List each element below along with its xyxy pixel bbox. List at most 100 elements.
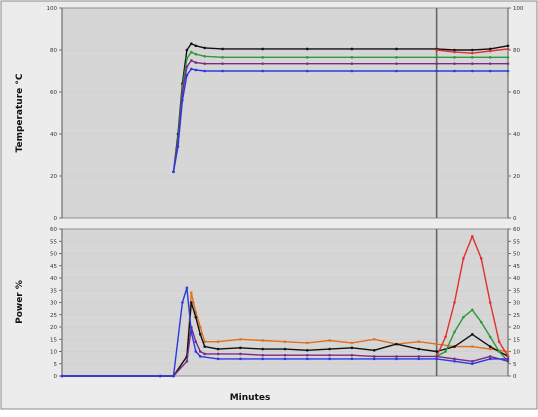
data-point-1-4-3 xyxy=(185,360,189,363)
data-point-1-0-8 xyxy=(216,340,220,344)
data-point-0-0-7 xyxy=(221,47,224,51)
data-point-1-0-22 xyxy=(506,350,510,353)
data-point-0-3-12 xyxy=(435,69,438,73)
data-point-1-0-15 xyxy=(372,337,376,341)
data-point-0-0-4 xyxy=(190,42,193,45)
y-tick-label-left: 5 xyxy=(54,362,58,368)
data-point-1-4-15 xyxy=(372,355,376,358)
data-point-1-5-1 xyxy=(158,374,162,378)
data-point-1-0-9 xyxy=(239,337,242,341)
power-grid xyxy=(62,228,508,377)
data-point-0-1-10 xyxy=(350,56,354,59)
data-point-0-3-9 xyxy=(306,69,309,73)
data-point-0-2-6 xyxy=(203,62,207,65)
temperature-axis-label: Temperature °C xyxy=(15,73,25,152)
data-point-1-1-8 xyxy=(216,347,220,351)
data-point-1-4-17 xyxy=(417,355,421,358)
data-point-0-1-9 xyxy=(306,56,309,59)
data-point-0-4-1 xyxy=(453,50,456,54)
data-point-1-5-3 xyxy=(181,301,184,304)
data-point-1-5-15 xyxy=(372,357,376,361)
data-point-0-2-5 xyxy=(194,61,198,64)
data-point-1-1-17 xyxy=(417,347,421,351)
data-point-1-4-6 xyxy=(198,350,202,353)
data-point-0-0-16 xyxy=(506,44,510,48)
data-point-0-3-16 xyxy=(506,69,510,73)
data-point-0-4-0 xyxy=(435,48,438,52)
y-tick-label-right: 55 xyxy=(513,239,520,245)
y-tick-label-right: 20 xyxy=(513,174,520,180)
data-point-0-3-15 xyxy=(488,69,492,73)
data-point-0-2-15 xyxy=(488,62,492,65)
data-point-0-4-3 xyxy=(488,49,492,53)
data-point-0-2-10 xyxy=(350,62,354,65)
data-point-1-1-20 xyxy=(471,333,474,336)
data-point-0-1-4 xyxy=(190,50,193,54)
y-tick-label-left: 45 xyxy=(50,264,57,270)
data-point-1-5-22 xyxy=(506,357,510,361)
data-point-1-0-20 xyxy=(471,345,474,348)
data-point-1-5-11 xyxy=(283,357,287,361)
data-point-0-3-10 xyxy=(350,69,354,73)
data-point-1-4-7 xyxy=(203,352,207,356)
data-point-0-1-7 xyxy=(221,56,224,59)
data-point-0-0-14 xyxy=(471,48,474,52)
data-point-0-0-6 xyxy=(203,46,207,50)
data-point-0-2-7 xyxy=(221,62,224,65)
data-point-1-0-10 xyxy=(261,339,265,342)
data-point-1-0-12 xyxy=(306,341,309,345)
data-point-1-5-16 xyxy=(395,357,398,361)
data-point-1-4-22 xyxy=(506,360,510,363)
data-point-0-2-11 xyxy=(395,62,398,65)
y-tick-label-left: 100 xyxy=(47,6,58,12)
data-point-1-5-12 xyxy=(306,357,309,361)
data-point-0-0-5 xyxy=(194,44,198,48)
y-tick-label-right: 5 xyxy=(513,362,517,368)
data-point-1-2-7 xyxy=(497,340,501,344)
data-point-1-2-4 xyxy=(471,235,474,238)
data-point-1-1-7 xyxy=(203,345,207,348)
data-point-1-3-2 xyxy=(453,330,456,334)
data-point-1-0-11 xyxy=(283,340,287,344)
data-point-0-3-2 xyxy=(181,99,184,102)
data-point-1-3-1 xyxy=(444,350,447,353)
data-point-1-1-14 xyxy=(350,346,354,350)
data-point-0-2-13 xyxy=(453,62,456,65)
y-tick-label-left: 25 xyxy=(50,313,57,319)
y-tick-label-right: 0 xyxy=(513,374,517,380)
data-point-1-5-7 xyxy=(198,355,202,358)
data-point-1-4-12 xyxy=(306,353,309,357)
data-point-0-4-4 xyxy=(506,47,510,51)
data-point-0-1-6 xyxy=(203,55,207,58)
data-point-0-0-3 xyxy=(185,48,189,52)
data-point-1-5-19 xyxy=(453,360,456,363)
y-tick-label-left: 50 xyxy=(50,252,57,258)
data-point-1-1-21 xyxy=(488,345,492,348)
data-point-1-3-4 xyxy=(471,308,474,312)
y-tick-label-left: 55 xyxy=(50,239,57,245)
data-point-1-4-11 xyxy=(283,353,287,357)
data-point-1-4-8 xyxy=(216,352,220,356)
data-point-0-1-13 xyxy=(453,56,456,59)
data-point-1-0-6 xyxy=(198,325,202,329)
y-tick-label-right: 60 xyxy=(513,227,520,233)
data-point-0-3-14 xyxy=(471,69,474,73)
data-point-0-3-13 xyxy=(453,69,456,73)
data-point-1-3-3 xyxy=(462,315,465,319)
data-point-1-0-7 xyxy=(203,340,207,344)
data-point-0-0-11 xyxy=(395,47,398,51)
data-point-1-1-5 xyxy=(194,315,198,319)
y-tick-label-left: 40 xyxy=(50,132,57,138)
data-point-0-1-15 xyxy=(488,56,492,59)
data-point-1-1-6 xyxy=(198,333,202,336)
data-point-1-2-2 xyxy=(453,301,456,304)
data-point-1-3-7 xyxy=(497,350,501,353)
data-point-1-4-9 xyxy=(239,352,242,356)
y-tick-label-right: 10 xyxy=(513,350,520,356)
data-point-1-1-18 xyxy=(435,350,438,353)
data-point-1-4-19 xyxy=(453,357,456,361)
y-tick-label-left: 0 xyxy=(54,374,58,380)
data-point-0-2-14 xyxy=(471,62,474,65)
data-point-1-0-21 xyxy=(488,347,492,351)
